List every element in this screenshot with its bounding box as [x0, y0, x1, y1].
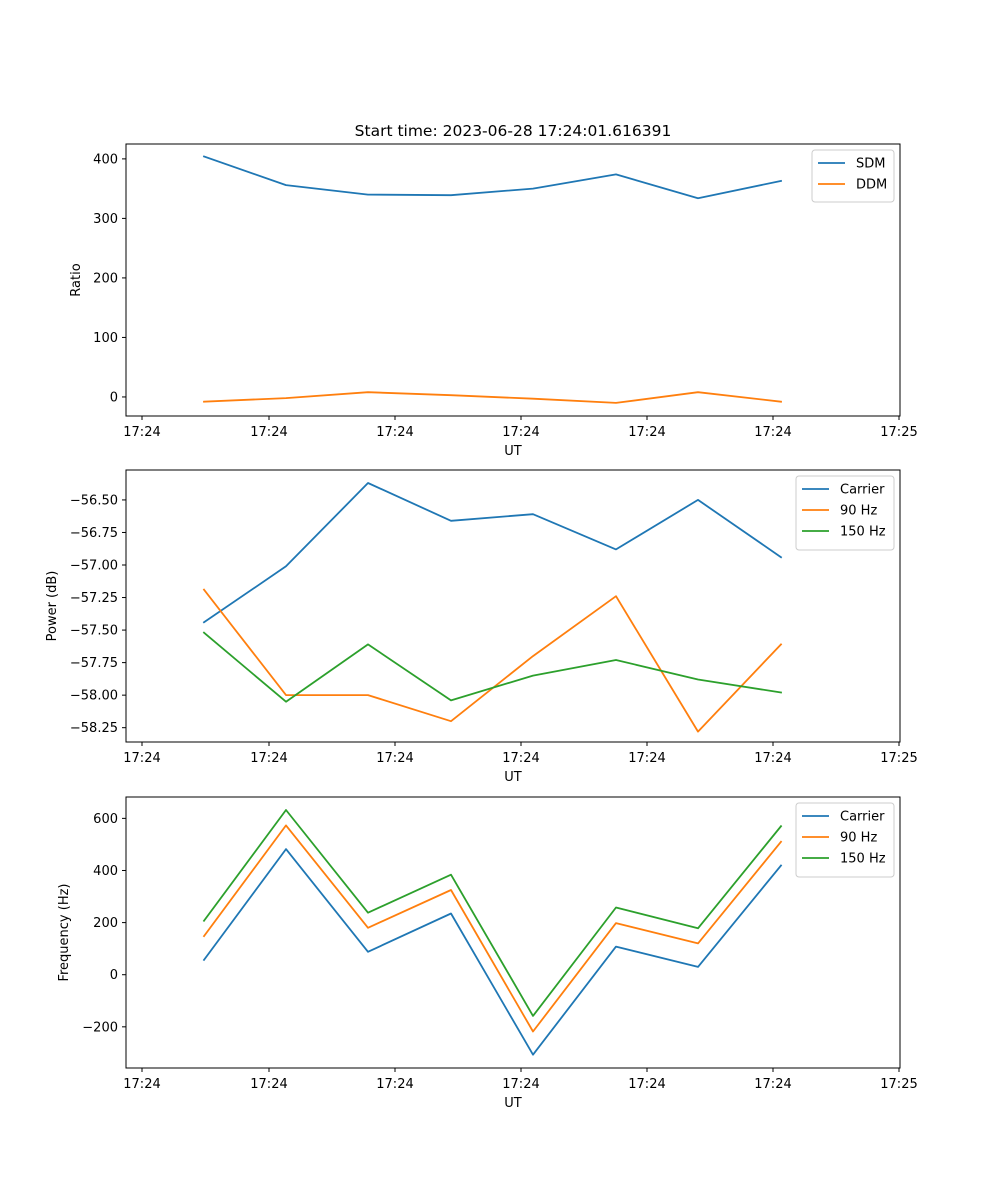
x-tick-label: 17:24 — [376, 425, 413, 440]
legend-label: SDM — [856, 157, 885, 172]
series-line-carrier — [202, 848, 783, 1056]
subplot-2: −56.50 −56.75 −57.00 −57.25 −57.50 −57.75 −58.… — [45, 469, 918, 785]
x-tick-label: 17:24 — [502, 751, 539, 766]
x-tick-label: 17:24 — [123, 425, 160, 440]
subplot-1: 400 300 200 100 0 17:24 17:24 17:24 17:24 17:24 17… — [69, 143, 918, 459]
series-line-sdm — [202, 155, 783, 200]
series-line-150-hz — [202, 631, 783, 703]
x-axis-label: UT — [504, 444, 522, 459]
x-tick-label: 17:24 — [250, 425, 287, 440]
y-tick-label: 0 — [110, 968, 118, 983]
legend-label: 90 Hz — [840, 831, 877, 846]
x-tick-label: 17:24 — [754, 425, 791, 440]
x-tick-label: 17:25 — [880, 1077, 917, 1092]
y-tick-label: −58.00 — [70, 689, 118, 704]
x-tick-label: 17:24 — [502, 425, 539, 440]
y-tick-label: −56.50 — [70, 493, 118, 508]
x-axis-label: UT — [504, 770, 522, 785]
axes-frame — [125, 143, 901, 417]
x-tick-label: 17:24 — [628, 751, 665, 766]
subplots: 400 300 200 100 0 17:24 17:24 17:24 17:24 17:24 17… — [45, 143, 918, 1111]
y-tick-label: −57.50 — [70, 624, 118, 639]
y-tick-label: 400 — [93, 864, 118, 879]
x-tick-label: 17:25 — [880, 751, 917, 766]
series-line-carrier — [202, 482, 783, 624]
y-tick-label: −200 — [82, 1020, 118, 1035]
x-axis-label: UT — [504, 1096, 522, 1111]
legend-label: 150 Hz — [840, 525, 886, 540]
chart-title: Start time: 2023-06-28 17:24:01.616391 — [355, 122, 672, 140]
legend: Carrier 90 Hz 150 Hz — [795, 802, 895, 878]
x-tick-label: 17:24 — [376, 751, 413, 766]
x-tick-label: 17:25 — [880, 425, 917, 440]
x-tick-label: 17:24 — [250, 751, 287, 766]
x-tick-label: 17:24 — [628, 425, 665, 440]
y-axis-label: Frequency (Hz) — [57, 883, 72, 981]
x-tick-label: 17:24 — [123, 1077, 160, 1092]
y-axis-label: Power (dB) — [45, 571, 60, 642]
x-tick-label: 17:24 — [502, 1077, 539, 1092]
y-tick-label: −58.25 — [70, 721, 118, 736]
x-tick-label: 17:24 — [376, 1077, 413, 1092]
y-tick-label: −57.75 — [70, 656, 118, 671]
axes-frame — [125, 469, 901, 743]
legend-label: 90 Hz — [840, 504, 877, 519]
y-tick-label: 100 — [93, 331, 118, 346]
y-axis-label: Ratio — [69, 263, 84, 296]
y-tick-label: 0 — [110, 390, 118, 405]
x-tick-label: 17:24 — [123, 751, 160, 766]
legend-label: Carrier — [840, 810, 885, 825]
legend-label: 150 Hz — [840, 852, 886, 867]
series-line-90-hz — [202, 824, 783, 1033]
x-tick-label: 17:24 — [250, 1077, 287, 1092]
x-tick-label: 17:24 — [628, 1077, 665, 1092]
axes-frame — [125, 796, 901, 1069]
series-line-150-hz — [202, 809, 783, 1017]
y-tick-label: 200 — [93, 916, 118, 931]
y-tick-label: 200 — [93, 271, 118, 286]
y-tick-label: 400 — [93, 152, 118, 167]
subplot-3: 600 400 200 0 −200 17:24 17:24 17:24 17:24 17:24 1… — [57, 796, 918, 1111]
legend-label: DDM — [856, 178, 887, 193]
y-tick-label: −56.75 — [70, 526, 118, 541]
y-tick-label: 300 — [93, 212, 118, 227]
y-tick-label: −57.25 — [70, 591, 118, 606]
y-tick-label: 600 — [93, 812, 118, 827]
legend: SDM DDM — [811, 149, 895, 203]
legend-label: Carrier — [840, 483, 885, 498]
x-tick-label: 17:24 — [754, 1077, 791, 1092]
legend: Carrier 90 Hz 150 Hz — [795, 475, 895, 551]
y-tick-label: −57.00 — [70, 559, 118, 574]
x-tick-label: 17:24 — [754, 751, 791, 766]
series-line-ddm — [203, 391, 782, 404]
